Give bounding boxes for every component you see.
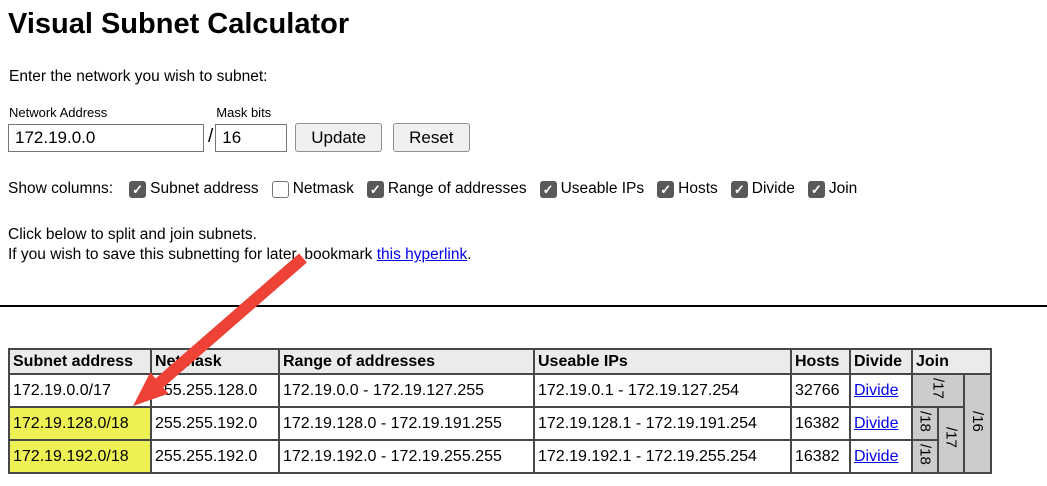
checkbox-icon[interactable] — [366, 180, 384, 198]
join-label: /16 — [969, 410, 986, 432]
table-row: 172.19.192.0/18 255.255.192.0 172.19.192… — [8, 439, 991, 475]
network-address-input[interactable] — [8, 124, 204, 153]
join-label: /18 — [916, 443, 934, 465]
page-title: Visual Subnet Calculator — [8, 8, 350, 40]
checkbox-label: Hosts — [678, 180, 718, 198]
show-columns-label: Show columns: — [8, 180, 114, 198]
divide-link[interactable]: Divide — [854, 414, 899, 432]
update-button[interactable]: Update — [295, 123, 383, 153]
column-toggle-range[interactable]: Range of addresses — [366, 180, 527, 198]
header-subnet-address: Subnet address — [8, 348, 152, 376]
bookmark-hyperlink[interactable]: this hyperlink — [376, 246, 468, 264]
checkbox-label: Netmask — [292, 180, 354, 198]
column-toggle-useable-ips[interactable]: Useable IPs — [539, 180, 645, 198]
mask-bits-input[interactable] — [215, 124, 288, 153]
checkbox-label: Divide — [751, 180, 795, 198]
checkbox-label: Join — [828, 180, 858, 198]
table-row: 172.19.0.0/17 255.255.128.0 172.19.0.0 -… — [8, 373, 992, 475]
column-toggle-netmask[interactable]: Netmask — [271, 180, 354, 198]
table-header-row: Subnet address Netmask Range of addresse… — [8, 348, 992, 376]
header-useable-ips: Useable IPs — [533, 348, 792, 376]
range-cell: 172.19.192.0 - 172.19.255.255 — [278, 439, 535, 475]
divide-link[interactable]: Divide — [854, 447, 899, 465]
netmask-cell: 255.255.192.0 — [150, 406, 280, 442]
split-join-instruction: Click below to split and join subnets. — [8, 226, 257, 244]
divide-cell: Divide — [849, 373, 913, 409]
subnet-address-cell-highlighted: 172.19.128.0/18 — [8, 406, 152, 442]
checkbox-label: Useable IPs — [560, 180, 645, 198]
column-toggle-join[interactable]: Join — [807, 180, 858, 198]
join-cell-17[interactable]: /17 — [937, 406, 965, 475]
mask-bits-label: Mask bits — [216, 105, 272, 121]
network-address-label: Network Address — [9, 105, 108, 121]
checkbox-label: Subnet address — [150, 180, 259, 198]
header-range: Range of addresses — [278, 348, 535, 376]
join-cell-18[interactable]: /18 — [911, 439, 939, 475]
subnet-address-cell-highlighted: 172.19.192.0/18 — [8, 439, 152, 475]
intro-text: Enter the network you wish to subnet: — [9, 68, 268, 86]
range-cell: 172.19.0.0 - 172.19.127.255 — [278, 373, 535, 409]
header-hosts: Hosts — [790, 348, 851, 376]
bookmark-instruction: If you wish to save this subnetting for … — [8, 245, 1039, 265]
show-columns-bar: Show columns: Subnet address Netmask Ran… — [8, 180, 1039, 198]
header-divide: Divide — [849, 348, 913, 376]
divide-cell: Divide — [849, 439, 913, 475]
divide-link[interactable]: Divide — [854, 381, 899, 399]
join-cell-18[interactable]: /18 — [911, 406, 939, 442]
column-toggle-hosts[interactable]: Hosts — [657, 180, 718, 198]
hosts-cell: 32766 — [790, 373, 851, 409]
bookmark-text-suffix: . — [467, 246, 472, 264]
checkbox-icon[interactable] — [271, 180, 289, 198]
checkbox-icon[interactable] — [129, 180, 147, 198]
checkbox-icon[interactable] — [539, 180, 557, 198]
table-row: 172.19.128.0/18 255.255.192.0 172.19.128… — [8, 406, 991, 475]
hosts-cell: 16382 — [790, 406, 851, 442]
checkbox-icon[interactable] — [730, 180, 748, 198]
join-label: /18 — [916, 410, 934, 432]
checkbox-label: Range of addresses — [387, 180, 527, 198]
subnet-address-cell: 172.19.0.0/17 — [8, 373, 152, 409]
useable-ips-cell: 172.19.0.1 - 172.19.127.254 — [533, 373, 792, 409]
network-address-field: Network Address — [8, 105, 204, 153]
join-cell-17[interactable]: /17 — [911, 373, 965, 409]
reset-button[interactable]: Reset — [393, 123, 470, 153]
divide-cell: Divide — [849, 406, 913, 442]
checkbox-icon[interactable] — [657, 180, 675, 198]
mask-separator: / — [208, 126, 214, 148]
join-label: /17 — [929, 377, 947, 399]
instructions: Click below to split and join subnets. I… — [8, 225, 1039, 265]
join-cell-16[interactable]: /16 — [963, 373, 992, 475]
netmask-cell: 255.255.128.0 — [150, 373, 280, 409]
header-join: Join — [911, 348, 992, 376]
subnet-form: Network Address / Mask bits Update Reset — [8, 105, 1039, 153]
useable-ips-cell: 172.19.192.1 - 172.19.255.254 — [533, 439, 792, 475]
bookmark-text: If you wish to save this subnetting for … — [8, 246, 377, 264]
useable-ips-cell: 172.19.128.1 - 172.19.191.254 — [533, 406, 792, 442]
header-netmask: Netmask — [150, 348, 280, 376]
subnet-table: Subnet address Netmask Range of addresse… — [8, 348, 992, 475]
mask-bits-field: Mask bits — [215, 105, 288, 153]
range-cell: 172.19.128.0 - 172.19.191.255 — [278, 406, 535, 442]
checkbox-icon[interactable] — [807, 180, 825, 198]
hosts-cell: 16382 — [790, 439, 851, 475]
divider — [0, 305, 1047, 308]
netmask-cell: 255.255.192.0 — [150, 439, 280, 475]
column-toggle-divide[interactable]: Divide — [730, 180, 795, 198]
column-toggle-subnet-address[interactable]: Subnet address — [129, 180, 259, 198]
join-label: /17 — [942, 427, 960, 449]
